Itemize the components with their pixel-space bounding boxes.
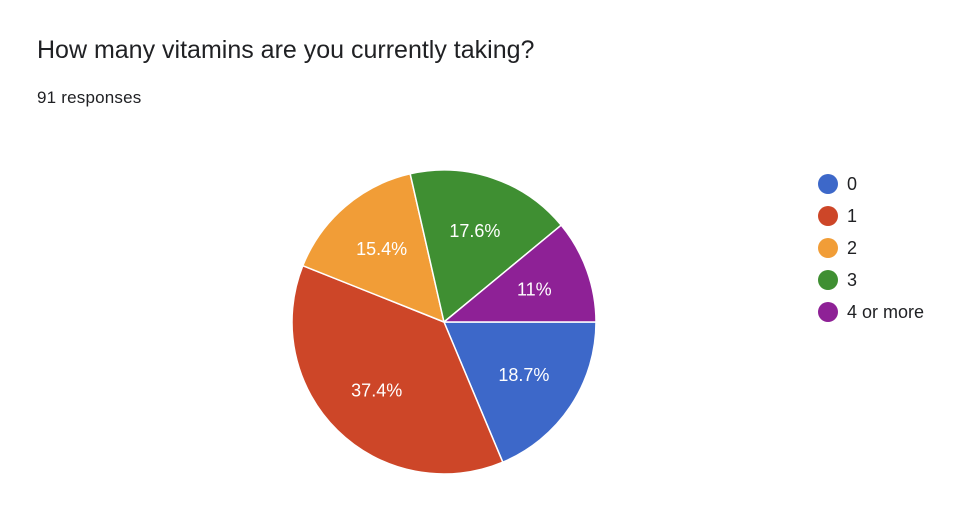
slice-percent-label-0: 18.7% — [498, 365, 549, 385]
chart-legend: 0 1 2 3 4 or more — [818, 168, 924, 328]
legend-item-3[interactable]: 3 — [818, 264, 924, 296]
legend-swatch-icon — [818, 174, 838, 194]
pie-slice-2[interactable] — [302, 173, 445, 323]
legend-swatch-icon — [818, 270, 838, 290]
legend-item-4-or-more[interactable]: 4 or more — [818, 296, 924, 328]
legend-label: 0 — [847, 173, 858, 194]
pie-slice-1[interactable] — [291, 264, 504, 475]
legend-swatch-icon — [818, 238, 838, 258]
slice-percent-label-2: 15.4% — [356, 239, 407, 259]
pie-slice-0[interactable] — [443, 321, 597, 463]
legend-swatch-icon — [818, 206, 838, 226]
pie-slice-3[interactable] — [409, 169, 562, 323]
pie-slice-4-or-more[interactable] — [443, 224, 597, 323]
legend-label: 4 or more — [847, 301, 925, 322]
slice-percent-label-1: 37.4% — [351, 381, 402, 401]
legend-item-2[interactable]: 2 — [818, 232, 924, 264]
legend-label: 3 — [847, 269, 858, 290]
legend-swatch-icon — [818, 302, 838, 322]
slice-percent-label-3: 17.6% — [449, 221, 500, 241]
legend-label: 2 — [847, 237, 858, 258]
legend-item-0[interactable]: 0 — [818, 168, 924, 200]
question-title: How many vitamins are you currently taki… — [37, 36, 535, 64]
legend-label: 1 — [847, 205, 858, 226]
slice-percent-label-4-or-more: 11% — [517, 280, 552, 300]
response-count: 91 responses — [37, 88, 142, 107]
legend-item-1[interactable]: 1 — [818, 200, 924, 232]
